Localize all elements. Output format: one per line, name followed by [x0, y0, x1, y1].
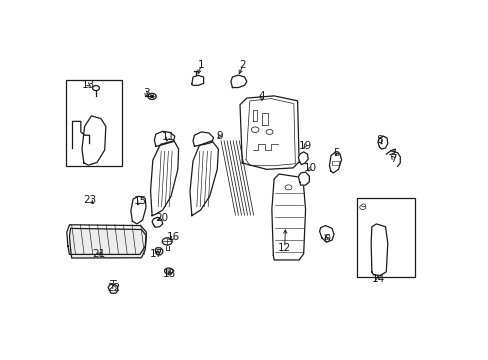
- Polygon shape: [150, 141, 178, 216]
- Text: 10: 10: [304, 163, 316, 174]
- Text: 1: 1: [198, 60, 204, 70]
- Polygon shape: [271, 174, 305, 260]
- Circle shape: [251, 127, 259, 132]
- Text: 18: 18: [163, 269, 176, 279]
- Polygon shape: [82, 116, 105, 165]
- Circle shape: [147, 93, 156, 99]
- Text: 7: 7: [390, 154, 396, 164]
- Text: 20: 20: [155, 213, 168, 224]
- Polygon shape: [191, 75, 203, 85]
- Bar: [65, 80, 122, 166]
- Polygon shape: [152, 217, 163, 227]
- Polygon shape: [108, 284, 118, 293]
- Text: 17: 17: [150, 249, 163, 259]
- Circle shape: [162, 238, 172, 245]
- Text: 13: 13: [81, 80, 95, 90]
- Polygon shape: [69, 228, 146, 258]
- Text: 5: 5: [332, 148, 339, 158]
- Polygon shape: [155, 248, 163, 255]
- Circle shape: [359, 205, 365, 210]
- Text: 21: 21: [92, 249, 105, 260]
- Circle shape: [265, 129, 272, 134]
- Text: 16: 16: [166, 232, 180, 242]
- Polygon shape: [298, 152, 307, 165]
- Text: 14: 14: [370, 274, 384, 284]
- Text: 12: 12: [278, 243, 291, 253]
- Polygon shape: [377, 136, 387, 149]
- Circle shape: [166, 270, 170, 273]
- Polygon shape: [154, 131, 175, 146]
- Text: 3: 3: [143, 88, 149, 98]
- Polygon shape: [67, 225, 146, 255]
- Text: 23: 23: [83, 195, 96, 205]
- Text: 19: 19: [298, 141, 311, 151]
- Text: 9: 9: [216, 131, 223, 141]
- Circle shape: [150, 95, 153, 98]
- Polygon shape: [240, 96, 299, 169]
- Bar: [357, 198, 414, 276]
- Circle shape: [157, 250, 161, 252]
- Polygon shape: [72, 121, 89, 149]
- Text: 6: 6: [323, 234, 329, 244]
- Text: 15: 15: [133, 196, 146, 206]
- Text: 22: 22: [107, 283, 121, 293]
- Text: 11: 11: [161, 132, 174, 143]
- Circle shape: [361, 204, 365, 207]
- Text: 8: 8: [375, 135, 382, 145]
- Polygon shape: [370, 224, 387, 275]
- Polygon shape: [131, 196, 146, 224]
- Circle shape: [285, 185, 291, 190]
- Text: 4: 4: [258, 91, 265, 102]
- Polygon shape: [298, 172, 309, 185]
- Circle shape: [92, 86, 99, 91]
- Polygon shape: [230, 75, 246, 87]
- Circle shape: [164, 268, 173, 274]
- Polygon shape: [189, 141, 218, 216]
- Text: 2: 2: [239, 60, 246, 70]
- Polygon shape: [329, 153, 341, 173]
- Polygon shape: [193, 132, 213, 146]
- Polygon shape: [319, 226, 333, 242]
